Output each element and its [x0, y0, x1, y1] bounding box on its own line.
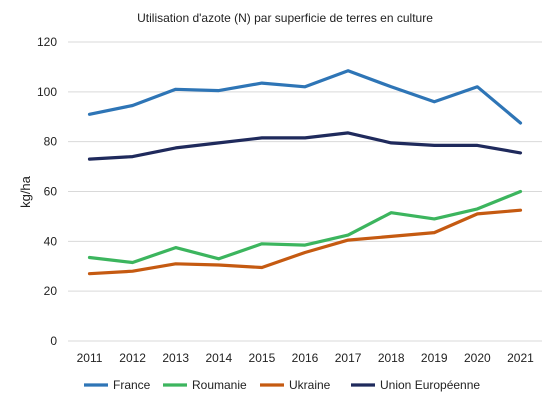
- legend-item: Ukraine: [260, 378, 331, 392]
- data-point: [476, 213, 478, 215]
- data-point: [390, 211, 392, 213]
- data-point: [519, 122, 521, 124]
- data-point: [88, 158, 90, 160]
- x-tick-label: 2013: [162, 351, 189, 365]
- data-point: [261, 243, 263, 245]
- data-point: [261, 82, 263, 84]
- data-point: [433, 218, 435, 220]
- x-tick-label: 2015: [249, 351, 276, 365]
- x-tick-label: 2021: [507, 351, 534, 365]
- x-tick-label: 2020: [464, 351, 491, 365]
- data-point: [261, 266, 263, 268]
- data-point: [519, 190, 521, 192]
- y-tick-labels: 0 20 40 60 80 100 120: [37, 35, 57, 348]
- series-line-0: [87, 69, 523, 125]
- x-tick-labels: 2011 2012 2013 2014 2015 2016 2017 2018 2019 2020…: [77, 351, 534, 365]
- data-point: [131, 261, 133, 263]
- data-point: [519, 209, 521, 211]
- y-tick-label: 80: [44, 135, 58, 149]
- chart-title: Utilisation d'azote (N) par superficie d…: [137, 11, 433, 25]
- y-tick-label: 0: [50, 334, 57, 348]
- data-point: [390, 235, 392, 237]
- data-point: [261, 137, 263, 139]
- data-point: [347, 132, 349, 134]
- data-point: [131, 155, 133, 157]
- data-point: [390, 86, 392, 88]
- data-point: [347, 69, 349, 71]
- legend-label: Ukraine: [289, 378, 331, 392]
- data-point: [304, 251, 306, 253]
- y-tick-label: 20: [44, 284, 58, 298]
- data-point: [347, 234, 349, 236]
- data-point: [304, 244, 306, 246]
- data-point: [175, 88, 177, 90]
- y-axis-label: kg/ha: [18, 175, 33, 208]
- data-point: [131, 270, 133, 272]
- data-point: [476, 86, 478, 88]
- series-line-2: [87, 208, 523, 276]
- data-point: [476, 144, 478, 146]
- data-point: [390, 142, 392, 144]
- data-point: [88, 273, 90, 275]
- x-tick-label: 2018: [378, 351, 405, 365]
- data-point: [433, 231, 435, 233]
- legend: France Roumanie Ukraine Union Européenne: [84, 378, 480, 392]
- data-point: [304, 86, 306, 88]
- gridlines: [68, 41, 542, 342]
- data-point: [175, 246, 177, 248]
- legend-label: Roumanie: [192, 378, 247, 392]
- legend-item: Union Européenne: [351, 378, 480, 392]
- series-line-3: [87, 131, 523, 161]
- data-point: [304, 137, 306, 139]
- data-point: [88, 256, 90, 258]
- series-lines: [87, 69, 523, 276]
- data-point: [175, 263, 177, 265]
- x-tick-label: 2014: [205, 351, 232, 365]
- data-point: [218, 258, 220, 260]
- legend-label: France: [113, 378, 151, 392]
- legend-label: Union Européenne: [380, 378, 480, 392]
- series-line-1: [87, 189, 523, 265]
- data-point: [476, 208, 478, 210]
- y-tick-label: 120: [37, 35, 57, 49]
- y-tick-label: 40: [44, 234, 58, 248]
- data-point: [175, 147, 177, 149]
- legend-item: Roumanie: [163, 378, 247, 392]
- y-tick-label: 60: [44, 185, 58, 199]
- data-point: [88, 113, 90, 115]
- x-tick-label: 2012: [119, 351, 146, 365]
- x-tick-label: 2016: [292, 351, 319, 365]
- x-tick-label: 2011: [77, 351, 103, 365]
- data-point: [433, 101, 435, 103]
- x-tick-label: 2019: [421, 351, 448, 365]
- data-point: [218, 89, 220, 91]
- data-point: [218, 264, 220, 266]
- legend-item: France: [84, 378, 151, 392]
- y-tick-label: 100: [37, 85, 57, 99]
- data-point: [218, 142, 220, 144]
- data-point: [347, 239, 349, 241]
- data-point: [519, 152, 521, 154]
- data-point: [131, 104, 133, 106]
- x-tick-label: 2017: [335, 351, 362, 365]
- data-point: [433, 144, 435, 146]
